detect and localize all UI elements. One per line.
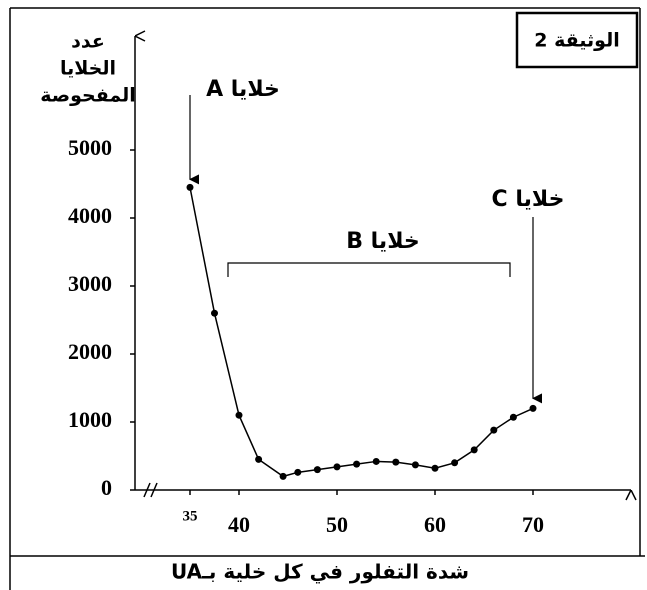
- data-point: [411, 461, 419, 469]
- data-point: [451, 459, 459, 467]
- data-point: [186, 183, 194, 191]
- y-tick-label: 2000: [68, 339, 112, 364]
- x-tick-label: 35: [183, 508, 198, 524]
- data-point: [279, 472, 287, 480]
- x-axis-label: شدة التفلور في كل خلية بـUA: [171, 560, 469, 585]
- data-point: [353, 460, 361, 468]
- document-box: [515, 11, 639, 69]
- data-point: [294, 468, 302, 476]
- document-label: الوثيقة 2: [534, 30, 620, 52]
- x-tick-label: 50: [326, 512, 348, 537]
- x-tick-label: 60: [424, 512, 446, 537]
- data-point: [470, 446, 478, 454]
- y-axis-label: المفحوصة: [40, 85, 136, 107]
- data-point: [235, 411, 243, 419]
- y-tick-label: 1000: [68, 407, 112, 432]
- annotation: خلايا B: [346, 229, 420, 254]
- x-tick-label: 70: [522, 512, 544, 537]
- y-tick-label: 0: [101, 475, 112, 500]
- data-point: [392, 458, 400, 466]
- frame: [9, 7, 645, 590]
- x-tick-label: 40: [228, 512, 250, 537]
- y-axis-label: عدد: [71, 31, 105, 53]
- data-point: [313, 466, 321, 474]
- annotation-bracket: [227, 262, 511, 277]
- y-axis-label: الخلايا: [60, 58, 116, 80]
- data-point: [255, 455, 263, 463]
- annotation: خلايا C: [492, 187, 565, 212]
- data-point: [490, 426, 498, 434]
- data-point: [431, 464, 439, 472]
- annotation: خلايا A: [206, 77, 280, 102]
- data-line: [189, 187, 534, 478]
- data-point: [372, 457, 380, 465]
- data-point: [333, 463, 341, 471]
- y-tick-label: 4000: [68, 203, 112, 228]
- data-point: [509, 413, 517, 421]
- data-point: [211, 309, 218, 317]
- y-tick-label: 3000: [68, 271, 112, 296]
- y-tick-label: 5000: [68, 135, 112, 160]
- data-point: [529, 404, 537, 412]
